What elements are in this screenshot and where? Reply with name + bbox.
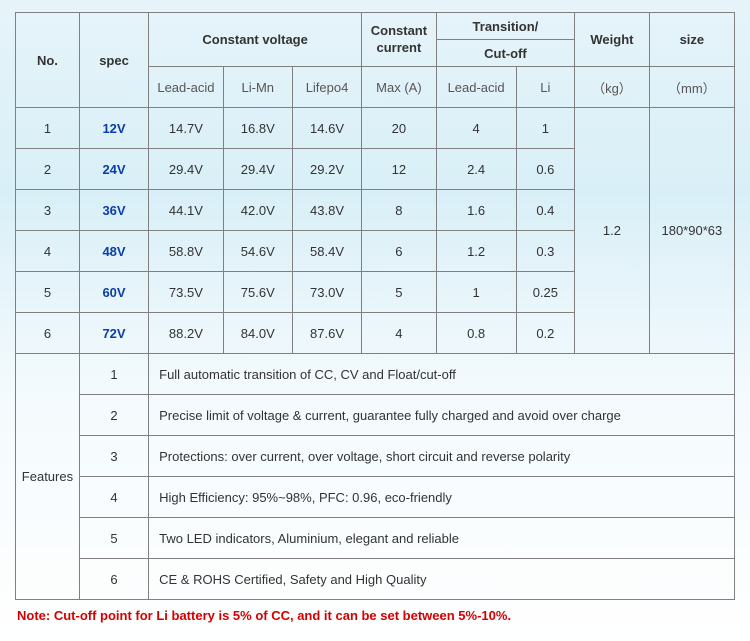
cell-v3: 87.6V [292, 313, 361, 354]
cell-spec: 24V [79, 149, 148, 190]
cell-no: 6 [16, 313, 80, 354]
cell-t2: 0.4 [516, 190, 575, 231]
features-label: Features [16, 354, 80, 600]
cell-v1: 44.1V [149, 190, 224, 231]
cell-v2: 75.6V [223, 272, 292, 313]
hdr-tr-li: Li [516, 67, 575, 108]
cell-cc: 12 [362, 149, 437, 190]
cell-v3: 73.0V [292, 272, 361, 313]
cell-t1: 1.6 [436, 190, 516, 231]
hdr-constant-current: Constant current [362, 13, 437, 67]
feature-text: High Efficiency: 95%~98%, PFC: 0.96, eco… [149, 477, 735, 518]
feature-text: Full automatic transition of CC, CV and … [149, 354, 735, 395]
feature-text: Protections: over current, over voltage,… [149, 436, 735, 477]
hdr-transition: Transition/ [436, 13, 574, 40]
cell-size: 180*90*63 [649, 108, 734, 354]
feature-no: 6 [79, 559, 148, 600]
cell-v3: 58.4V [292, 231, 361, 272]
cell-t1: 4 [436, 108, 516, 149]
feature-row: Features 1 Full automatic transition of … [16, 354, 735, 395]
hdr-size: size [649, 13, 734, 67]
hdr-cc-max: Max (A) [362, 67, 437, 108]
cell-spec: 36V [79, 190, 148, 231]
cell-t2: 1 [516, 108, 575, 149]
cell-t1: 1 [436, 272, 516, 313]
cell-v1: 88.2V [149, 313, 224, 354]
cell-v1: 14.7V [149, 108, 224, 149]
feature-no: 4 [79, 477, 148, 518]
feature-row: 6 CE & ROHS Certified, Safety and High Q… [16, 559, 735, 600]
feature-row: 2 Precise limit of voltage & current, gu… [16, 395, 735, 436]
cell-t2: 0.3 [516, 231, 575, 272]
cell-v3: 29.2V [292, 149, 361, 190]
hdr-spec: spec [79, 13, 148, 108]
hdr-weight: Weight [575, 13, 650, 67]
cell-cc: 20 [362, 108, 437, 149]
cell-t1: 2.4 [436, 149, 516, 190]
hdr-cutoff: Cut-off [436, 40, 574, 67]
cell-t1: 0.8 [436, 313, 516, 354]
cell-spec: 48V [79, 231, 148, 272]
cell-v1: 58.8V [149, 231, 224, 272]
cell-no: 1 [16, 108, 80, 149]
hdr-cv-lead: Lead-acid [149, 67, 224, 108]
cell-v3: 43.8V [292, 190, 361, 231]
cell-no: 2 [16, 149, 80, 190]
cell-cc: 6 [362, 231, 437, 272]
cell-v2: 29.4V [223, 149, 292, 190]
cell-v1: 73.5V [149, 272, 224, 313]
cell-v2: 42.0V [223, 190, 292, 231]
hdr-cv-lifepo4: Lifepo4 [292, 67, 361, 108]
cell-v3: 14.6V [292, 108, 361, 149]
cell-no: 3 [16, 190, 80, 231]
feature-no: 5 [79, 518, 148, 559]
note-text: Note: Cut-off point for Li battery is 5%… [15, 608, 735, 623]
hdr-cv-limn: Li-Mn [223, 67, 292, 108]
cell-v2: 84.0V [223, 313, 292, 354]
cell-t2: 0.2 [516, 313, 575, 354]
cell-spec: 60V [79, 272, 148, 313]
feature-no: 3 [79, 436, 148, 477]
cell-spec: 72V [79, 313, 148, 354]
hdr-tr-lead: Lead-acid [436, 67, 516, 108]
spec-table: No. spec Constant voltage Constant curre… [15, 12, 735, 600]
feature-text: Two LED indicators, Aluminium, elegant a… [149, 518, 735, 559]
cell-cc: 8 [362, 190, 437, 231]
feature-row: 5 Two LED indicators, Aluminium, elegant… [16, 518, 735, 559]
feature-text: CE & ROHS Certified, Safety and High Qua… [149, 559, 735, 600]
hdr-constant-voltage: Constant voltage [149, 13, 362, 67]
hdr-sz-unit: （mm） [649, 67, 734, 108]
table-row: 1 12V 14.7V 16.8V 14.6V 20 4 1 1.2 180*9… [16, 108, 735, 149]
feature-row: 3 Protections: over current, over voltag… [16, 436, 735, 477]
hdr-no: No. [16, 13, 80, 108]
cell-weight: 1.2 [575, 108, 650, 354]
feature-no: 1 [79, 354, 148, 395]
feature-text: Precise limit of voltage & current, guar… [149, 395, 735, 436]
cell-t2: 0.6 [516, 149, 575, 190]
hdr-w-unit: （kg） [575, 67, 650, 108]
feature-no: 2 [79, 395, 148, 436]
cell-v2: 16.8V [223, 108, 292, 149]
cell-v1: 29.4V [149, 149, 224, 190]
cell-cc: 4 [362, 313, 437, 354]
cell-v2: 54.6V [223, 231, 292, 272]
cell-t2: 0.25 [516, 272, 575, 313]
cell-cc: 5 [362, 272, 437, 313]
cell-t1: 1.2 [436, 231, 516, 272]
cell-no: 5 [16, 272, 80, 313]
cell-spec: 12V [79, 108, 148, 149]
cell-no: 4 [16, 231, 80, 272]
feature-row: 4 High Efficiency: 95%~98%, PFC: 0.96, e… [16, 477, 735, 518]
